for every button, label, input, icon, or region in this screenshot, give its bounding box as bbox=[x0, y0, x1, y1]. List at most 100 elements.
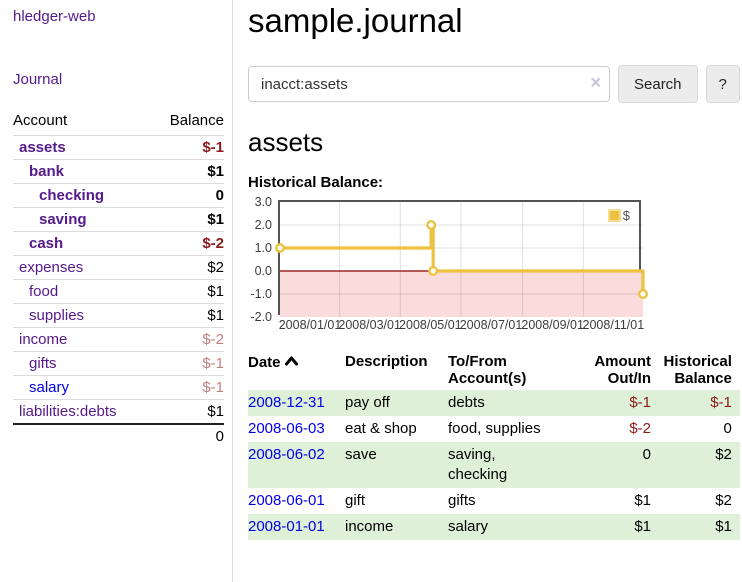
x-tick-label: 2008/05/01 bbox=[399, 318, 462, 332]
register-rows: 2008-12-31 pay off debts $-1 $-1 2008-06-03 ea… bbox=[248, 390, 740, 540]
account-row: food $1 bbox=[13, 279, 224, 304]
sidebar-item-journal[interactable]: Journal bbox=[13, 71, 63, 88]
transaction-date-link[interactable]: 2008-06-02 bbox=[248, 446, 325, 463]
account-row: income $-2 bbox=[13, 327, 224, 352]
transaction-balance: 0 bbox=[723, 420, 732, 437]
search-input[interactable] bbox=[248, 66, 610, 102]
account-row: saving $1 bbox=[13, 207, 224, 232]
balance-chart: 3.0 2.0 1.0 0.0 -1.0 -2.0 $ 2008/01/01 2008/03… bbox=[248, 195, 740, 335]
y-tick-label: 0.0 bbox=[254, 264, 272, 278]
x-tick-label: 2008/09/01 bbox=[521, 318, 584, 332]
table-row: 2008-12-31 pay off debts $-1 $-1 bbox=[248, 390, 740, 416]
sidebar: hledger-web Journal Account Balance asse… bbox=[0, 0, 233, 582]
accounts-col-balance: Balance bbox=[169, 112, 224, 129]
x-tick-label: 2008/01/01 bbox=[278, 318, 342, 332]
register-col-date[interactable]: Date bbox=[248, 350, 345, 390]
main-content: sample.journal × Search ? assets Histori… bbox=[233, 0, 742, 582]
transaction-accounts: food, supplies bbox=[448, 420, 541, 437]
account-row: cash $-2 bbox=[13, 231, 224, 256]
account-link[interactable]: gifts bbox=[29, 355, 57, 372]
account-row: assets $-1 bbox=[13, 135, 224, 160]
chart-plot-area: $ bbox=[275, 200, 649, 317]
register-col-amount: Amount Out/In bbox=[594, 353, 651, 387]
transaction-description: save bbox=[345, 446, 377, 463]
chart-title: Historical Balance: bbox=[248, 174, 384, 191]
account-rows: assets $-1 bank $1 checking 0 saving $1 cash $-2 e… bbox=[13, 135, 224, 424]
accounts-table: Account Balance assets $-1 bank $1 checking 0… bbox=[13, 109, 224, 448]
table-row: 2008-06-02 save saving, checking 0 $2 bbox=[248, 442, 740, 488]
transaction-accounts: saving, checking bbox=[448, 446, 508, 483]
x-tick-label: 2008/11/01 bbox=[582, 318, 645, 332]
account-link[interactable]: expenses bbox=[19, 259, 84, 276]
transaction-date-link[interactable]: 2008-06-03 bbox=[248, 420, 325, 437]
register-col-accounts: To/From Account(s) bbox=[448, 353, 527, 387]
account-row: supplies $1 bbox=[13, 303, 224, 328]
transaction-balance: $2 bbox=[715, 446, 732, 463]
account-link[interactable]: assets bbox=[19, 139, 66, 156]
accounts-total-value: 0 bbox=[151, 423, 224, 448]
account-link[interactable]: bank bbox=[29, 163, 65, 180]
account-balance: 0 bbox=[151, 183, 224, 208]
account-row: expenses $2 bbox=[13, 255, 224, 280]
register-col-description: Description bbox=[345, 353, 428, 370]
transaction-date-link[interactable]: 2008-01-01 bbox=[248, 518, 325, 535]
y-tick-label: 3.0 bbox=[254, 195, 272, 209]
table-row: 2008-01-01 income salary $1 $1 bbox=[248, 514, 740, 540]
account-row: bank $1 bbox=[13, 159, 224, 184]
x-tick-label: 2008/07/01 bbox=[459, 318, 523, 332]
account-row: checking 0 bbox=[13, 183, 224, 208]
app-title-link[interactable]: hledger-web bbox=[13, 8, 96, 25]
legend-swatch-icon bbox=[607, 209, 621, 222]
chart-x-axis-labels: 2008/01/01 2008/03/01 2008/05/01 2008/07/01… bbox=[279, 315, 740, 335]
account-balance: $2 bbox=[151, 255, 224, 280]
account-link[interactable]: checking bbox=[39, 187, 105, 204]
chevron-up-icon bbox=[284, 353, 298, 370]
accounts-total-row: 0 bbox=[13, 423, 224, 448]
chart-legend: $ bbox=[605, 207, 632, 224]
search-button[interactable]: Search bbox=[618, 65, 698, 103]
x-tick-label: 2008/03/01 bbox=[338, 318, 401, 332]
transaction-amount: $1 bbox=[634, 518, 651, 535]
account-link[interactable]: food bbox=[29, 283, 59, 300]
account-balance: $-1 bbox=[151, 351, 224, 376]
account-balance: $1 bbox=[151, 303, 224, 328]
account-balance: $1 bbox=[151, 207, 224, 232]
transaction-balance: $-1 bbox=[710, 394, 732, 411]
account-link[interactable]: cash bbox=[29, 235, 64, 252]
register-col-balance: Historical Balance bbox=[663, 353, 732, 387]
account-heading: assets bbox=[248, 127, 324, 157]
chart-y-axis-labels: 3.0 2.0 1.0 0.0 -1.0 -2.0 bbox=[248, 195, 274, 324]
account-balance: $-1 bbox=[151, 375, 224, 400]
account-row: gifts $-1 bbox=[13, 351, 224, 376]
account-row: liabilities:debts $1 bbox=[13, 399, 224, 424]
account-balance: $-1 bbox=[151, 135, 224, 160]
account-link[interactable]: saving bbox=[39, 211, 87, 228]
transaction-accounts: gifts bbox=[448, 492, 476, 509]
help-button[interactable]: ? bbox=[705, 65, 740, 103]
transaction-amount: $1 bbox=[634, 492, 651, 509]
account-link[interactable]: income bbox=[19, 331, 68, 348]
transaction-accounts: debts bbox=[448, 394, 485, 411]
transaction-date-link[interactable]: 2008-12-31 bbox=[248, 394, 325, 411]
y-tick-label: 2.0 bbox=[254, 218, 272, 232]
search-form: × Search ? bbox=[248, 65, 740, 103]
account-balance: $1 bbox=[151, 399, 224, 424]
account-link[interactable]: supplies bbox=[29, 307, 85, 324]
page-title: sample.journal bbox=[248, 2, 463, 39]
transaction-description: eat & shop bbox=[345, 420, 417, 437]
y-tick-label: -2.0 bbox=[250, 310, 272, 324]
transaction-balance: $1 bbox=[715, 518, 732, 535]
register-table: Date Description To/From Account(s) Amou… bbox=[248, 350, 740, 540]
accounts-col-account: Account bbox=[13, 112, 68, 129]
y-tick-label: 1.0 bbox=[254, 241, 272, 255]
transaction-amount: 0 bbox=[642, 446, 651, 463]
clear-search-icon[interactable]: × bbox=[590, 72, 601, 93]
legend-label: $ bbox=[622, 208, 630, 223]
table-row: 2008-06-01 gift gifts $1 $2 bbox=[248, 488, 740, 514]
transaction-balance: $2 bbox=[715, 492, 732, 509]
transaction-description: pay off bbox=[345, 394, 390, 411]
account-link[interactable]: salary bbox=[29, 379, 70, 396]
transaction-date-link[interactable]: 2008-06-01 bbox=[248, 492, 325, 509]
account-link[interactable]: liabilities:debts bbox=[19, 403, 117, 420]
transaction-description: gift bbox=[345, 492, 366, 509]
